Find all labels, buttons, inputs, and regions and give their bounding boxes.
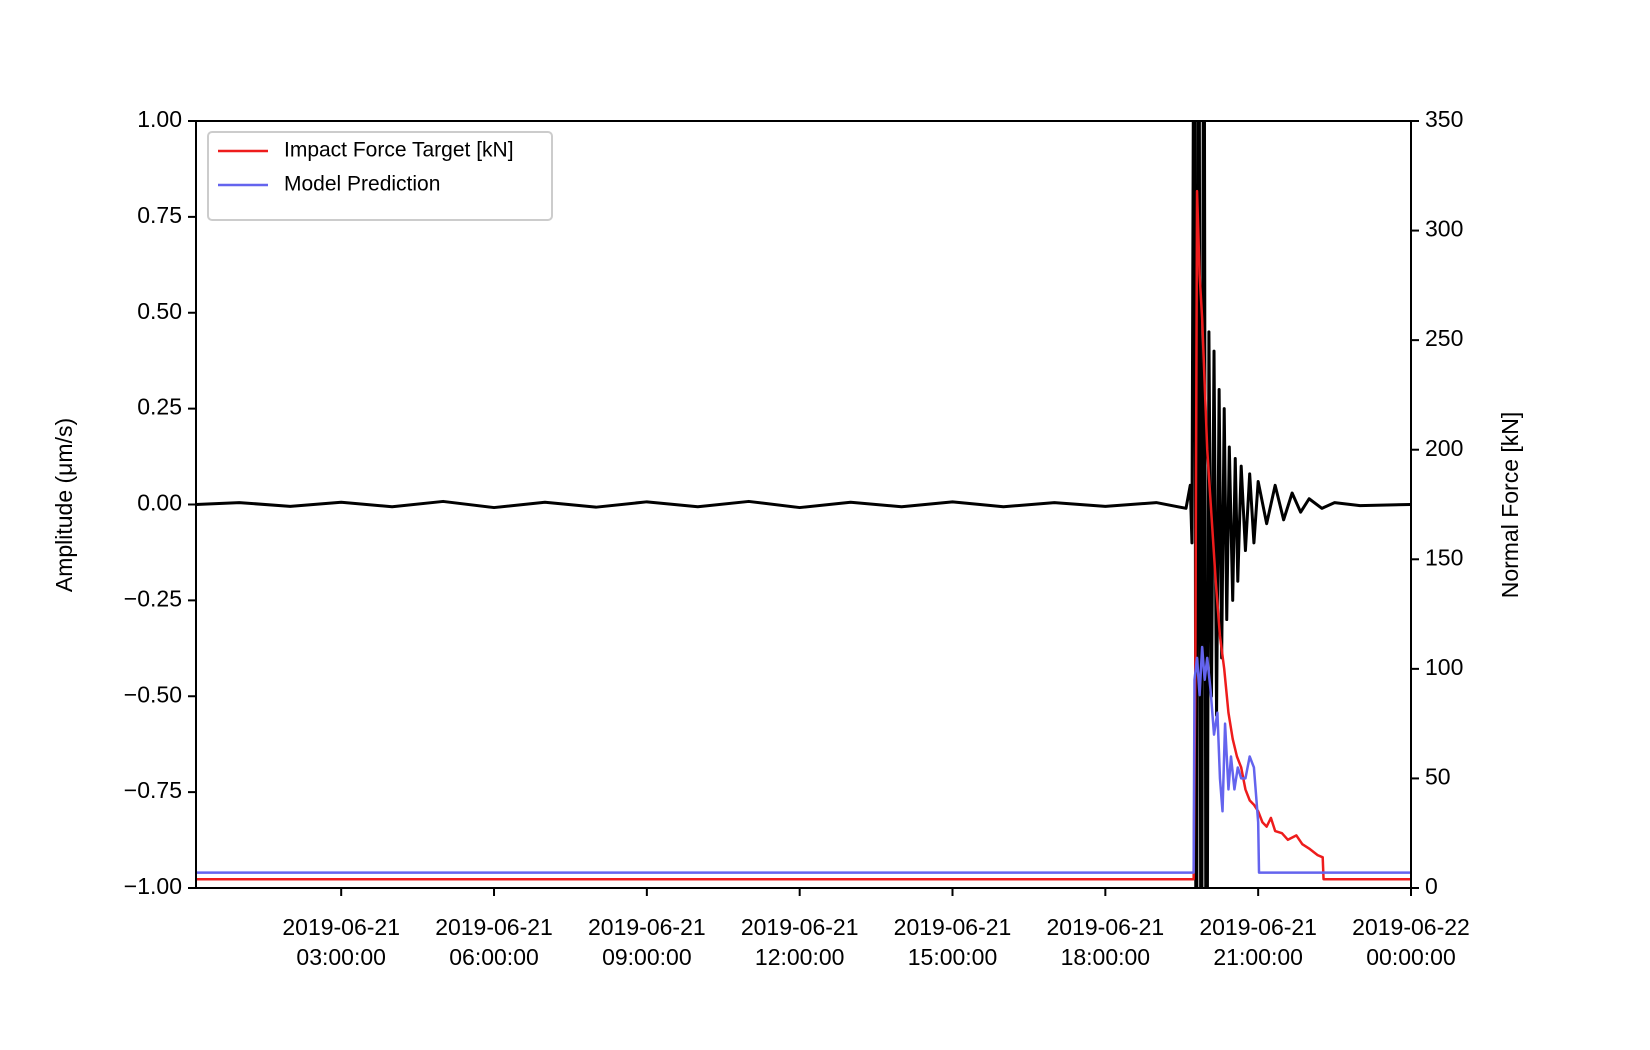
y2-tick-label: 350 [1425, 106, 1463, 132]
y-tick-label: 1.00 [137, 106, 182, 132]
x-tick-label: 2019-06-21 15:00:00 [893, 914, 1012, 970]
y2-tick-label: 50 [1425, 764, 1451, 790]
y2-tick-label: 250 [1425, 325, 1463, 351]
legend-label: Model Prediction [284, 173, 440, 196]
plot-lines [196, 121, 1411, 888]
y-tick-label: −0.75 [124, 777, 182, 803]
legend-box [207, 131, 553, 221]
y-tick-label: 0.75 [137, 202, 182, 228]
y-tick-label: 0.00 [137, 490, 182, 516]
y-tick-label: −0.25 [124, 585, 182, 611]
x-tick-label: 2019-06-21 06:00:00 [435, 914, 553, 970]
x-tick-label: 2019-06-21 12:00:00 [740, 914, 859, 970]
y-tick-label: 0.50 [137, 298, 182, 324]
y-tick-label: 0.25 [137, 394, 182, 420]
legend-label: Impact Force Target [kN] [284, 139, 514, 162]
x-tick-label: 2019-06-21 09:00:00 [588, 914, 706, 970]
y2-tick-label: 300 [1425, 216, 1463, 242]
x-tick-label: 2019-06-21 21:00:00 [1199, 914, 1317, 970]
x-tick-label: 2019-06-21 03:00:00 [282, 914, 401, 970]
y-tick-label: −1.00 [124, 873, 182, 899]
data-line [196, 189, 1411, 881]
x-tick-label: 2019-06-22 00:00:00 [1352, 914, 1470, 970]
y2-axis-label: Normal Force [kN] [1497, 412, 1523, 599]
y2-tick-label: 100 [1425, 654, 1463, 680]
data-line [196, 645, 1411, 874]
data-line [196, 121, 1411, 888]
y-axis-label: Amplitude (μm/s) [51, 418, 77, 592]
y-tick-label: −0.50 [124, 681, 182, 707]
x-tick-label: 2019-06-21 18:00:00 [1046, 914, 1165, 970]
y2-tick-label: 150 [1425, 544, 1463, 570]
y2-tick-label: 200 [1425, 435, 1463, 461]
y2-tick-label: 0 [1425, 873, 1438, 899]
